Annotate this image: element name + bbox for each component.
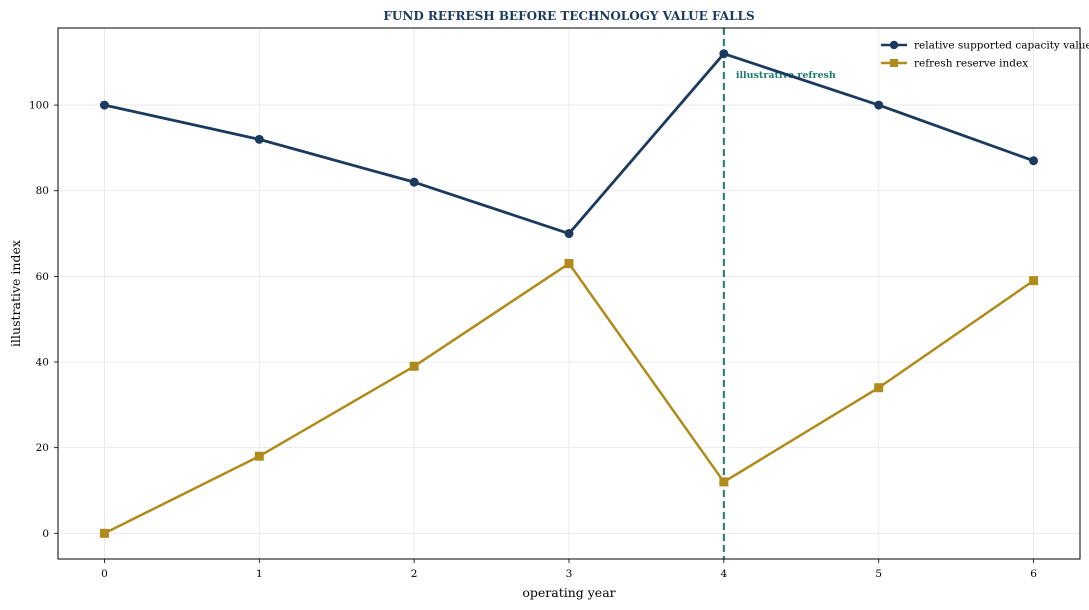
x-tick-label: 0 [101, 568, 108, 580]
y-tick-label: 100 [29, 100, 49, 112]
y-tick-label: 60 [36, 271, 49, 283]
data-point [409, 361, 419, 371]
x-tick-label: 5 [875, 568, 882, 580]
data-point [719, 477, 729, 487]
x-axis-label: operating year [522, 585, 615, 600]
x-tick-label: 1 [256, 568, 263, 580]
plot-marks: illustrative refresh [99, 28, 1039, 559]
data-point [1029, 156, 1039, 166]
legend-swatch-marker [889, 40, 899, 50]
x-tick-label: 2 [411, 568, 418, 580]
data-point [874, 383, 884, 393]
data-point [1029, 276, 1039, 286]
y-tick-label: 80 [36, 185, 49, 197]
x-tick-label: 3 [566, 568, 573, 580]
series-2 [99, 259, 1039, 538]
chart-title: FUND REFRESH BEFORE TECHNOLOGY VALUE FAL… [383, 9, 754, 23]
data-point [874, 100, 884, 110]
data-point [254, 134, 264, 144]
x-tick-label: 4 [721, 568, 728, 580]
x-axis-ticks: 0 1 2 3 4 5 6 [101, 559, 1037, 580]
data-point [99, 100, 109, 110]
y-tick-label: 20 [36, 442, 49, 454]
legend: relative supported capacity value refresh… [881, 40, 1089, 70]
y-axis-ticks: 0 20 40 60 80 100 [29, 100, 58, 540]
data-point [564, 229, 574, 239]
y-tick-label: 0 [42, 528, 49, 540]
legend-label: refresh reserve index [914, 58, 1028, 70]
series-1 [99, 49, 1039, 239]
legend-swatch-marker [890, 59, 898, 67]
data-point [719, 49, 729, 59]
legend-label: relative supported capacity value [914, 40, 1089, 52]
data-point [254, 451, 264, 461]
data-point [564, 259, 574, 269]
y-axis-label: illustrative index [8, 240, 23, 347]
y-tick-label: 40 [36, 357, 49, 369]
data-point [99, 528, 109, 538]
x-tick-label: 6 [1030, 568, 1037, 580]
data-point [409, 177, 419, 187]
